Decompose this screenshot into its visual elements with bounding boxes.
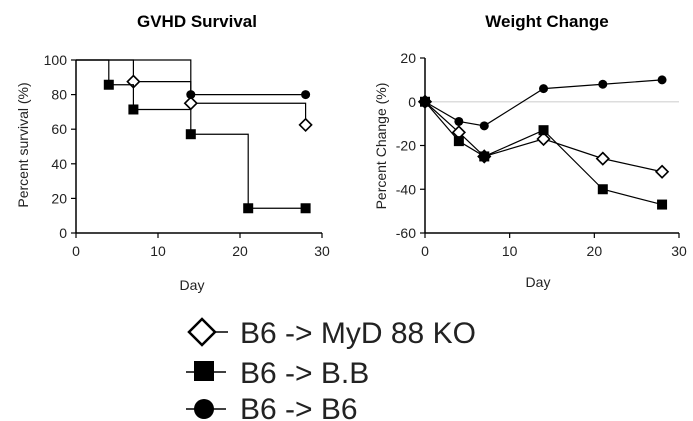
weight-chart: Weight Change Day Percent Change (%) -60…	[373, 12, 687, 290]
survival-data-point	[300, 203, 311, 214]
weight-data-point	[538, 125, 549, 136]
weight-y-axis-label: Percent Change (%)	[373, 83, 389, 210]
survival-data-point	[186, 90, 196, 100]
weight-y-tick-label: 20	[400, 50, 416, 66]
weight-series-line	[424, 101, 663, 173]
weight-y-tick-label: -60	[396, 225, 416, 241]
legend-label-myd88ko: B6 -> MyD 88 KO	[240, 317, 476, 350]
survival-y-tick-label: 80	[51, 87, 67, 103]
weight-y-tick-label: -20	[396, 138, 416, 154]
weight-x-tick-label: 20	[587, 243, 603, 259]
survival-y-tick-label: 100	[44, 52, 68, 68]
weight-series-2	[420, 75, 667, 131]
survival-data-point	[128, 104, 139, 115]
legend-filled-square-marker	[194, 361, 214, 381]
weight-x-tick-label: 0	[421, 243, 429, 259]
weight-y-tick-label: 0	[408, 94, 416, 110]
survival-data-point	[185, 129, 196, 140]
weight-x-axis-label: Day	[526, 274, 551, 290]
survival-chart: GVHD Survival Day Percent survival (%) 0…	[15, 12, 330, 293]
legend: B6 -> MyD 88 KO B6 -> B.B B6 -> B6	[186, 317, 476, 421]
survival-y-tick-label: 20	[51, 190, 67, 206]
weight-data-point	[654, 164, 670, 179]
survival-x-tick-label: 0	[72, 243, 80, 259]
survival-data-point	[298, 117, 313, 133]
survival-y-tick-label: 60	[51, 121, 67, 137]
legend-label-bb: B6 -> B.B	[240, 357, 369, 390]
weight-data-point	[539, 84, 549, 94]
survival-series-line	[76, 59, 306, 96]
survival-y-tick-label: 40	[51, 156, 67, 172]
weight-series-line	[424, 101, 663, 206]
survival-x-tick-label: 10	[150, 243, 166, 259]
survival-chart-title: GVHD Survival	[137, 12, 257, 31]
weight-data-point	[595, 151, 610, 166]
weight-chart-title: Weight Change	[485, 12, 608, 31]
survival-x-tick-label: 20	[232, 243, 248, 259]
weight-data-point	[597, 184, 608, 195]
weight-x-tick-label: 30	[671, 243, 687, 259]
legend-filled-circle-marker	[194, 399, 214, 419]
survival-y-tick-label: 0	[59, 225, 67, 241]
survival-series-2	[76, 59, 311, 100]
legend-label-b6: B6 -> B6	[240, 393, 358, 421]
weight-y-tick-label: -40	[396, 181, 416, 197]
survival-data-point	[243, 203, 254, 214]
survival-data-point	[103, 79, 114, 90]
weight-data-point	[657, 75, 667, 85]
legend-item-bb: B6 -> B.B	[186, 357, 369, 390]
survival-series-line	[76, 59, 306, 209]
weight-data-point	[420, 97, 430, 107]
survival-y-axis-label: Percent survival (%)	[15, 82, 31, 207]
weight-series-line	[424, 79, 663, 127]
weight-data-point	[479, 151, 490, 162]
legend-item-myd88ko: B6 -> MyD 88 KO	[187, 317, 476, 350]
weight-x-tick-label: 10	[502, 243, 518, 259]
survival-x-tick-label: 30	[314, 243, 330, 259]
survival-data-point	[301, 90, 311, 100]
weight-data-point	[453, 136, 464, 147]
legend-open-diamond-marker	[187, 317, 217, 347]
weight-series-1	[420, 96, 668, 210]
legend-item-b6: B6 -> B6	[186, 393, 358, 421]
weight-data-point	[536, 131, 551, 147]
survival-x-axis-label: Day	[180, 277, 205, 293]
weight-data-point	[598, 79, 608, 89]
weight-data-point	[479, 121, 489, 131]
survival-series-1	[76, 59, 311, 214]
weight-data-point	[657, 199, 668, 210]
weight-data-point	[454, 116, 464, 126]
